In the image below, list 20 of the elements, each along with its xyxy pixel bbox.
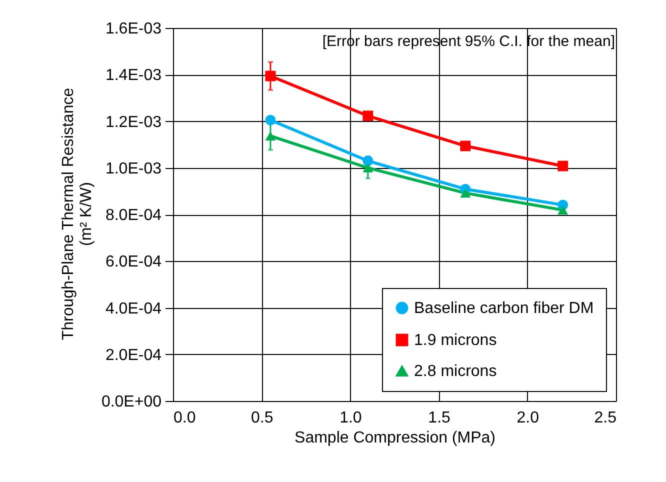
x-tick-label: 1.5 [428, 410, 451, 426]
legend-label: 2.8 microns [414, 363, 497, 380]
x-tick-label: 0.5 [250, 410, 274, 426]
y-tick-label: 1.4E-03 [105, 67, 162, 84]
y-tick-label: 1.0E-03 [105, 160, 162, 178]
x-tick-label: 1.0 [340, 410, 362, 426]
y-tick-label: 1.6E-03 [105, 20, 162, 38]
x-tick-label: 2.0 [516, 410, 540, 426]
x-axis-title: Sample Compression (MPa) [294, 430, 496, 446]
y-tick-label: 0.0E+00 [101, 394, 162, 410]
legend-label: 1.9 microns [414, 332, 497, 349]
y-tick-label: 4.0E-04 [105, 300, 162, 318]
y-tick-label: 8.0E-04 [105, 207, 162, 224]
y-tick-label: 2.0E-04 [105, 346, 162, 364]
y-tick-label: 6.0E-04 [105, 254, 162, 271]
x-tick-label: 2.5 [594, 410, 617, 426]
y-axis-title: Through-Plane Thermal Resistance (m² K/W) [60, 88, 95, 340]
legend-label: Baseline carbon fiber DM [414, 300, 594, 317]
y-tick-label: 1.2E-03 [105, 114, 162, 131]
x-tick-label: 0.0 [174, 410, 196, 426]
